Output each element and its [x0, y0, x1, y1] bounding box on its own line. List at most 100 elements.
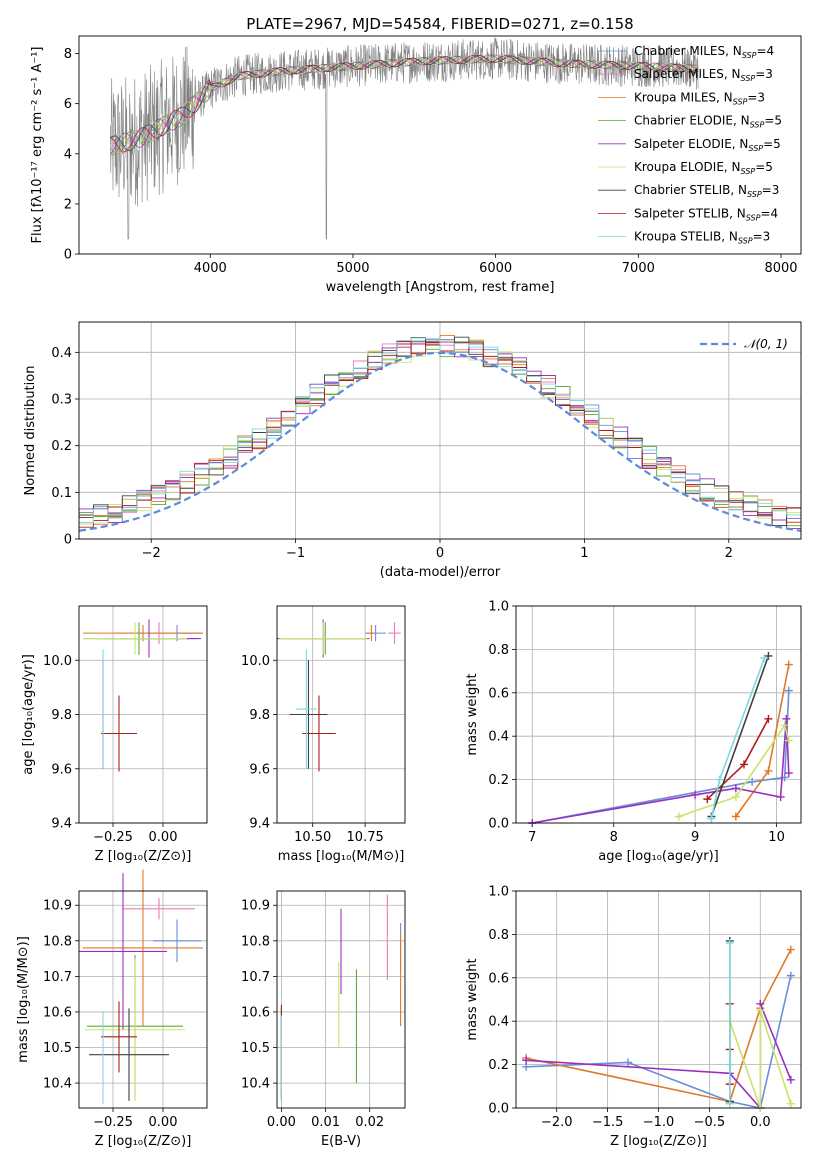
- spectrum-model-salpeter-stelib: [110, 55, 699, 153]
- mass_vs_ebv-ytick-label: 10.9: [241, 899, 270, 914]
- weight-marker: [764, 766, 773, 775]
- age_vs_Z-axes: [75, 606, 207, 827]
- weight-marker: [623, 1058, 632, 1067]
- weight_vs_Z-xtick-label: 0.0: [750, 1115, 771, 1130]
- weight-marker: [776, 792, 785, 801]
- mass_vs_Z-ytick-label: 10.6: [43, 1005, 72, 1020]
- figure-title: PLATE=2967, MJD=54584, FIBERID=0271, z=0…: [246, 15, 633, 33]
- weight-marker: [780, 721, 789, 730]
- age_vs_Z-xlabel: Z [log₁₀(Z/Z⊙)]: [95, 849, 192, 864]
- weight-marker: [731, 784, 740, 793]
- weight_vs_Z-axes: [512, 890, 801, 1112]
- residuals-ytick-label: 0.2: [51, 439, 72, 454]
- weight_vs_Z-xlabel: Z [log₁₀(Z/Z⊙)]: [610, 1134, 707, 1149]
- mass_vs_ebv-ytick-label: 10.4: [241, 1077, 270, 1092]
- weight-marker: [764, 651, 773, 660]
- normal-curve: [78, 351, 802, 532]
- weight-marker: [725, 939, 734, 948]
- legend-entry: Chabrier MILES, NSSP=4: [634, 44, 774, 60]
- spectrum-model-kroupa-stelib: [110, 54, 699, 154]
- mass_vs_Z-ytick-label: 10.9: [43, 899, 72, 914]
- weight-marker: [731, 792, 740, 801]
- residuals-xtick-label: 1: [580, 546, 588, 561]
- spectrum-xtick-label: 6000: [479, 261, 512, 276]
- residuals-ytick-label: 0: [64, 533, 72, 548]
- mass_vs_ebv-xtick-label: 0.02: [355, 1115, 384, 1130]
- residuals-xtick-label: 0: [436, 546, 444, 561]
- spectrum-ylabel: Flux [fλ10⁻¹⁷ erg cm⁻² s⁻¹ A⁻¹]: [30, 47, 45, 244]
- mass_vs_Z-xtick-label: −0.25: [93, 1115, 133, 1130]
- weight_vs_age-ylabel: mass weight: [465, 673, 480, 755]
- weight_vs_age-ytick-label: 0.0: [488, 817, 509, 832]
- spectrum-xtick-label: 4000: [194, 261, 227, 276]
- weight_vs_age-ytick-label: 0.8: [488, 643, 509, 658]
- age_vs_Z-ytick-label: 10.0: [43, 654, 72, 669]
- weight_vs_age-xtick-label: 8: [610, 830, 618, 845]
- weight-marker: [764, 714, 773, 723]
- age_vs_Z-ylabel: age [log₁₀(age/yr)]: [21, 654, 36, 775]
- residuals-ytick-label: 0.3: [51, 393, 72, 408]
- age_vs_mass-ytick-label: 10.0: [241, 654, 270, 669]
- spectrum-xlabel: wavelength [Angstrom, rest frame]: [326, 280, 555, 295]
- mass_vs_Z-ylabel: mass [log₁₀(M/M⊙)]: [16, 936, 31, 1063]
- spectrum-model-salpeter-elodie: [110, 54, 699, 155]
- spectrum-model-salpeter-miles: [110, 54, 699, 153]
- spectrum-model-kroupa-elodie: [110, 54, 699, 150]
- weight_vs_age-ytick-label: 0.4: [488, 730, 509, 745]
- spectrum-model-chabrier-elodie: [110, 54, 699, 156]
- weight_vs_Z-xtick-label: −1.5: [592, 1115, 624, 1130]
- age_vs_Z-xtick-label: 0.00: [149, 830, 178, 845]
- spectrum-model-chabrier-stelib: [110, 55, 699, 151]
- weight_vs_Z-ytick-label: 0.2: [488, 1058, 509, 1073]
- spectrum-ytick-label: 4: [64, 147, 72, 162]
- spectrum-ytick-label: 8: [64, 47, 72, 62]
- mass_vs_ebv-ytick-label: 10.8: [241, 934, 270, 949]
- weight_vs_Z-xtick-label: −0.5: [694, 1115, 726, 1130]
- spectrum-xtick-label: 8000: [764, 261, 797, 276]
- legend-entry: Salpeter MILES, NSSP=3: [634, 67, 773, 83]
- spectrum-model-chabrier-miles: [110, 55, 699, 152]
- weight-line: [710, 655, 770, 817]
- weight-marker: [731, 812, 740, 821]
- weight-marker: [784, 769, 793, 778]
- weight-marker: [786, 1075, 795, 1084]
- legend-entry: Salpeter ELODIE, NSSP=5: [634, 137, 781, 153]
- age_vs_mass-ytick-label: 9.8: [249, 708, 270, 723]
- weight-marker: [674, 812, 683, 821]
- weight_vs_Z-ytick-label: 0.8: [488, 928, 509, 943]
- weight-marker: [784, 686, 793, 695]
- weight_vs_Z-ylabel: mass weight: [465, 958, 480, 1040]
- weight-marker: [782, 714, 791, 723]
- weight-marker: [740, 760, 748, 769]
- residuals-ytick-label: 0.1: [51, 486, 72, 501]
- residuals-xtick-label: −1: [286, 546, 305, 561]
- age_vs_mass-xlabel: mass [log₁₀(M/M⊙)]: [278, 849, 405, 864]
- mass_vs_Z-ytick-label: 10.7: [43, 970, 72, 985]
- weight-line: [532, 690, 790, 824]
- spectrum-ytick-label: 0: [64, 248, 72, 263]
- legend-normal-label: 𝒩(0, 1): [744, 337, 788, 351]
- weight-marker: [691, 790, 700, 799]
- age_vs_mass-xtick-label: 10.75: [347, 830, 384, 845]
- weight-line: [678, 723, 790, 818]
- weight-marker: [786, 971, 795, 980]
- residuals-ylabel: Normed distribution: [23, 366, 38, 496]
- age_vs_mass-frame: [276, 605, 406, 824]
- legend-entry: Chabrier STELIB, NSSP=3: [634, 183, 779, 199]
- residuals-frame: [78, 321, 802, 540]
- spectrum-data-line: [110, 37, 699, 240]
- legend-entry: Chabrier ELODIE, NSSP=5: [634, 114, 782, 130]
- age_vs_Z-xtick-label: −0.25: [93, 830, 133, 845]
- mass_vs_ebv-xtick-label: 0.01: [311, 1115, 340, 1130]
- weight-line: [526, 949, 792, 1103]
- mass_vs_ebv-frame: [276, 890, 406, 1109]
- legend-entry: Kroupa STELIB, NSSP=3: [634, 230, 770, 246]
- weight-line: [729, 1010, 792, 1109]
- mass_vs_Z-ytick-label: 10.8: [43, 934, 72, 949]
- mass_vs_Z-xlabel: Z [log₁₀(Z/Z⊙)]: [95, 1134, 192, 1149]
- weight-marker: [760, 654, 769, 663]
- mass_vs_Z-ytick-label: 10.4: [43, 1077, 72, 1092]
- age_vs_Z-ytick-label: 9.4: [51, 817, 72, 832]
- weight_vs_Z-ytick-label: 1.0: [488, 885, 509, 900]
